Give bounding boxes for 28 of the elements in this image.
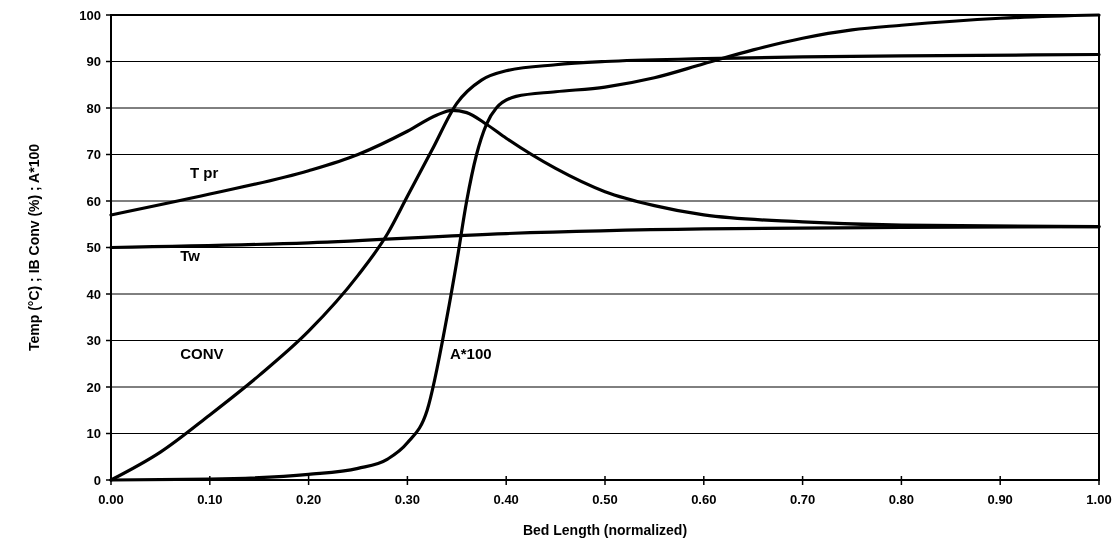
x-tick-label: 0.20 xyxy=(295,492,322,507)
y-tick-label: 10 xyxy=(86,426,101,442)
x-tick-label: 0.70 xyxy=(789,492,816,507)
text: CONV xyxy=(180,345,224,363)
y-tick-label: 20 xyxy=(86,379,101,395)
x-tick-label: 0.30 xyxy=(394,492,421,507)
series-label: T pr xyxy=(190,163,219,181)
x-tick-label: 0.90 xyxy=(987,492,1013,507)
x-tick-label: 0.10 xyxy=(197,492,223,507)
x-tick-label: 0.50 xyxy=(592,492,618,507)
x-tick-label: 0.60 xyxy=(691,492,717,507)
x-axis-title: Bed Length (normalized) xyxy=(522,522,688,538)
y-tick-label: 80 xyxy=(86,100,101,116)
y-tick-label: 30 xyxy=(86,333,101,349)
x-tick-label: 0.40 xyxy=(493,492,519,507)
y-tick-label: 70 xyxy=(86,147,101,163)
y-tick-label: 40 xyxy=(86,286,101,302)
y-tick-label: 0 xyxy=(93,472,101,488)
y-axis-title: Temp (°C) ; IB Conv (%) ; A*100 xyxy=(26,143,42,352)
series-label: A*100 xyxy=(449,345,492,363)
x-tick-label: 0.00 xyxy=(98,492,124,507)
x-tick-label: 1.00 xyxy=(1086,492,1112,507)
y-tick-label: 60 xyxy=(86,193,101,209)
x-tick-label: 0.80 xyxy=(888,492,915,507)
y-tick-label: 50 xyxy=(86,240,101,256)
y-tick-label: 100 xyxy=(79,7,101,23)
y-tick-label: 90 xyxy=(86,54,101,70)
series-label: Tw xyxy=(180,247,201,265)
